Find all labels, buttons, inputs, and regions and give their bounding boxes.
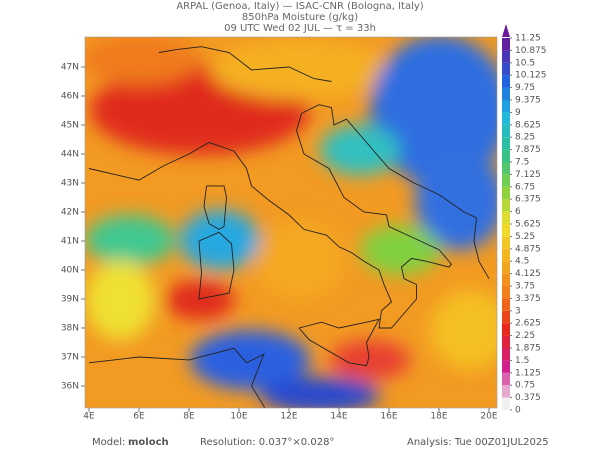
colorbar-label: 9.375 — [515, 96, 541, 106]
colorbar-label: 7.875 — [515, 145, 541, 155]
colorbar-label: 1.125 — [515, 368, 541, 378]
colorbar-label: 2.25 — [515, 331, 535, 341]
colorbar-label: 9 — [515, 108, 521, 118]
colorbar-segment — [502, 261, 510, 274]
colorbar-segment — [502, 162, 510, 175]
lat-label: 36N — [61, 382, 79, 392]
colorbar-label: 3.375 — [515, 294, 541, 304]
colorbar-label: 1.5 — [515, 356, 529, 366]
colorbar-segment — [502, 62, 510, 76]
colorbar-label: 10.5 — [515, 58, 535, 68]
colorbar-segment — [502, 224, 510, 237]
colorbar-label: 7.125 — [515, 170, 541, 180]
colorbar-segment — [502, 38, 510, 51]
colorbar-label: 10.875 — [515, 46, 547, 56]
colorbar-segment — [502, 124, 510, 138]
lat-label: 46N — [61, 92, 79, 102]
lat-label: 45N — [61, 121, 79, 131]
colorbar-label: 5.625 — [515, 220, 541, 230]
colorbar-segment — [502, 323, 510, 336]
lat-label: 44N — [61, 150, 79, 160]
colorbar-label: 4.875 — [515, 244, 541, 254]
colorbar-label: 4.5 — [515, 257, 529, 267]
footer-text: Resolution: 0.037°×0.028° — [200, 437, 334, 448]
lon-label: 6E — [133, 412, 145, 422]
colorbar-label: 6.375 — [515, 195, 541, 205]
colorbar-segment — [502, 211, 510, 224]
colorbar-segment — [502, 87, 510, 100]
lon-label: 4E — [83, 412, 95, 422]
footer-text: moloch — [128, 437, 169, 448]
colorbar-label: 3.75 — [515, 282, 535, 292]
lat-label: 37N — [61, 353, 79, 363]
header-line: 09 UTC Wed 02 JUL — τ = 33h — [224, 23, 376, 34]
lat-label: 43N — [61, 179, 79, 189]
colorbar-segment — [502, 360, 510, 373]
colorbar-label: 9.75 — [515, 83, 535, 93]
colorbar-label: 2.625 — [515, 319, 541, 329]
colorbar-segment — [502, 50, 510, 63]
colorbar-segment — [502, 372, 510, 386]
lat-label: 41N — [61, 237, 79, 247]
colorbar-extension — [502, 24, 510, 37]
colorbar-segment — [502, 248, 510, 262]
lon-label: 8E — [183, 412, 195, 422]
lon-label: 10E — [230, 412, 247, 422]
map-frame — [84, 36, 498, 409]
lon-label: 14E — [330, 412, 347, 422]
colorbar-segment — [502, 75, 510, 88]
lat-label: 39N — [61, 295, 79, 305]
colorbar-segment — [502, 186, 510, 200]
colorbar-label: 3 — [515, 306, 521, 316]
colorbar-segment — [502, 199, 510, 212]
colorbar-label: 8.625 — [515, 120, 541, 130]
lat-label: 47N — [61, 63, 79, 73]
colorbar-label: 1.875 — [515, 344, 541, 354]
lon-label: 20E — [480, 412, 497, 422]
colorbar-label: 10.125 — [515, 71, 547, 81]
colorbar-segment — [502, 298, 510, 311]
colorbar-segment — [502, 310, 510, 324]
colorbar-segment — [502, 286, 510, 299]
colorbar-label: 6 — [515, 207, 521, 217]
colorbar-label: 0 — [515, 406, 521, 416]
colorbar-segment — [502, 335, 510, 348]
colorbar-segment — [502, 385, 510, 398]
lat-label: 38N — [61, 324, 79, 334]
colorbar-label: 0.375 — [515, 393, 541, 403]
lon-label: 18E — [430, 412, 447, 422]
colorbar-label: 11.25 — [515, 34, 541, 44]
colorbar-label: 0.75 — [515, 381, 535, 391]
colorbar-segment — [502, 137, 510, 150]
colorbar-label: 6.75 — [515, 182, 535, 192]
colorbar-segment — [502, 174, 510, 187]
colorbar-segment — [502, 273, 510, 286]
map-field — [85, 37, 497, 408]
colorbar-segment — [502, 112, 510, 125]
lon-label: 12E — [280, 412, 297, 422]
header-line: 850hPa Moisture (g/kg) — [242, 12, 358, 23]
colorbar-segment — [502, 149, 510, 162]
colorbar-segment — [502, 397, 510, 410]
colorbar-label: 4.125 — [515, 269, 541, 279]
colorbar-segment — [502, 236, 510, 249]
colorbar-segment — [502, 348, 510, 361]
colorbar-label: 7.5 — [515, 158, 529, 168]
footer-text: Model: — [92, 437, 125, 448]
lat-label: 40N — [61, 266, 79, 276]
colorbar-segment — [502, 100, 510, 113]
lat-label: 42N — [61, 208, 79, 218]
colorbar-label: 5.25 — [515, 232, 535, 242]
colorbar-label: 8.25 — [515, 133, 535, 143]
lon-label: 16E — [380, 412, 397, 422]
header-line: ARPAL (Genoa, Italy) — ISAC-CNR (Bologna… — [176, 1, 423, 12]
footer-text: Analysis: Tue 00Z01JUL2025 — [407, 437, 549, 448]
